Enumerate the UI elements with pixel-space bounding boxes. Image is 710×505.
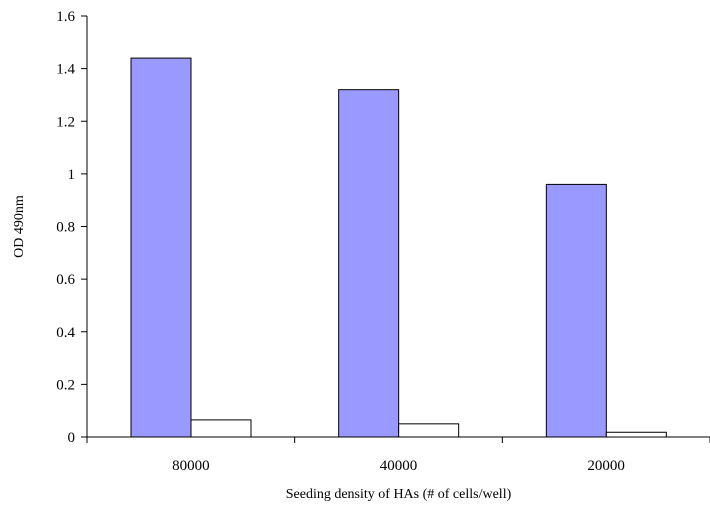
bar-80000-series-1: [130, 57, 192, 438]
x-tick-label-40000: 40000: [380, 458, 418, 474]
y-tick-label: 1.2: [56, 114, 75, 130]
y-tick-label: 0.4: [56, 325, 75, 341]
y-tick-label: 1: [68, 167, 76, 183]
y-tick-label: 0.8: [56, 220, 75, 236]
bar-40000-series-1: [338, 89, 400, 438]
bar-20000-series-2: [605, 431, 667, 438]
bar-20000-series-1: [545, 183, 607, 438]
y-axis-title: OD 490nm: [12, 195, 27, 258]
y-tick-label: 1.4: [56, 62, 75, 78]
bars-group: [130, 57, 667, 438]
y-tick-label: 1.6: [56, 9, 75, 25]
x-ticks-group: 80000 40000 20000: [86, 437, 710, 474]
x-tick-label-80000: 80000: [172, 458, 210, 474]
x-tick-label-20000: 20000: [587, 458, 625, 474]
bar-80000-series-2: [190, 419, 252, 438]
y-tick-label: 0: [68, 430, 76, 446]
y-ticks-group: 0 0.2 0.4 0.6 0.8 1 1.2 1.4 1.6: [56, 9, 87, 446]
bar-40000-series-2: [398, 423, 460, 438]
x-axis-title: Seeding density of HAs (# of cells/well): [286, 487, 512, 502]
y-tick-label: 0.2: [56, 377, 75, 393]
y-tick-label: 0.6: [56, 272, 75, 288]
